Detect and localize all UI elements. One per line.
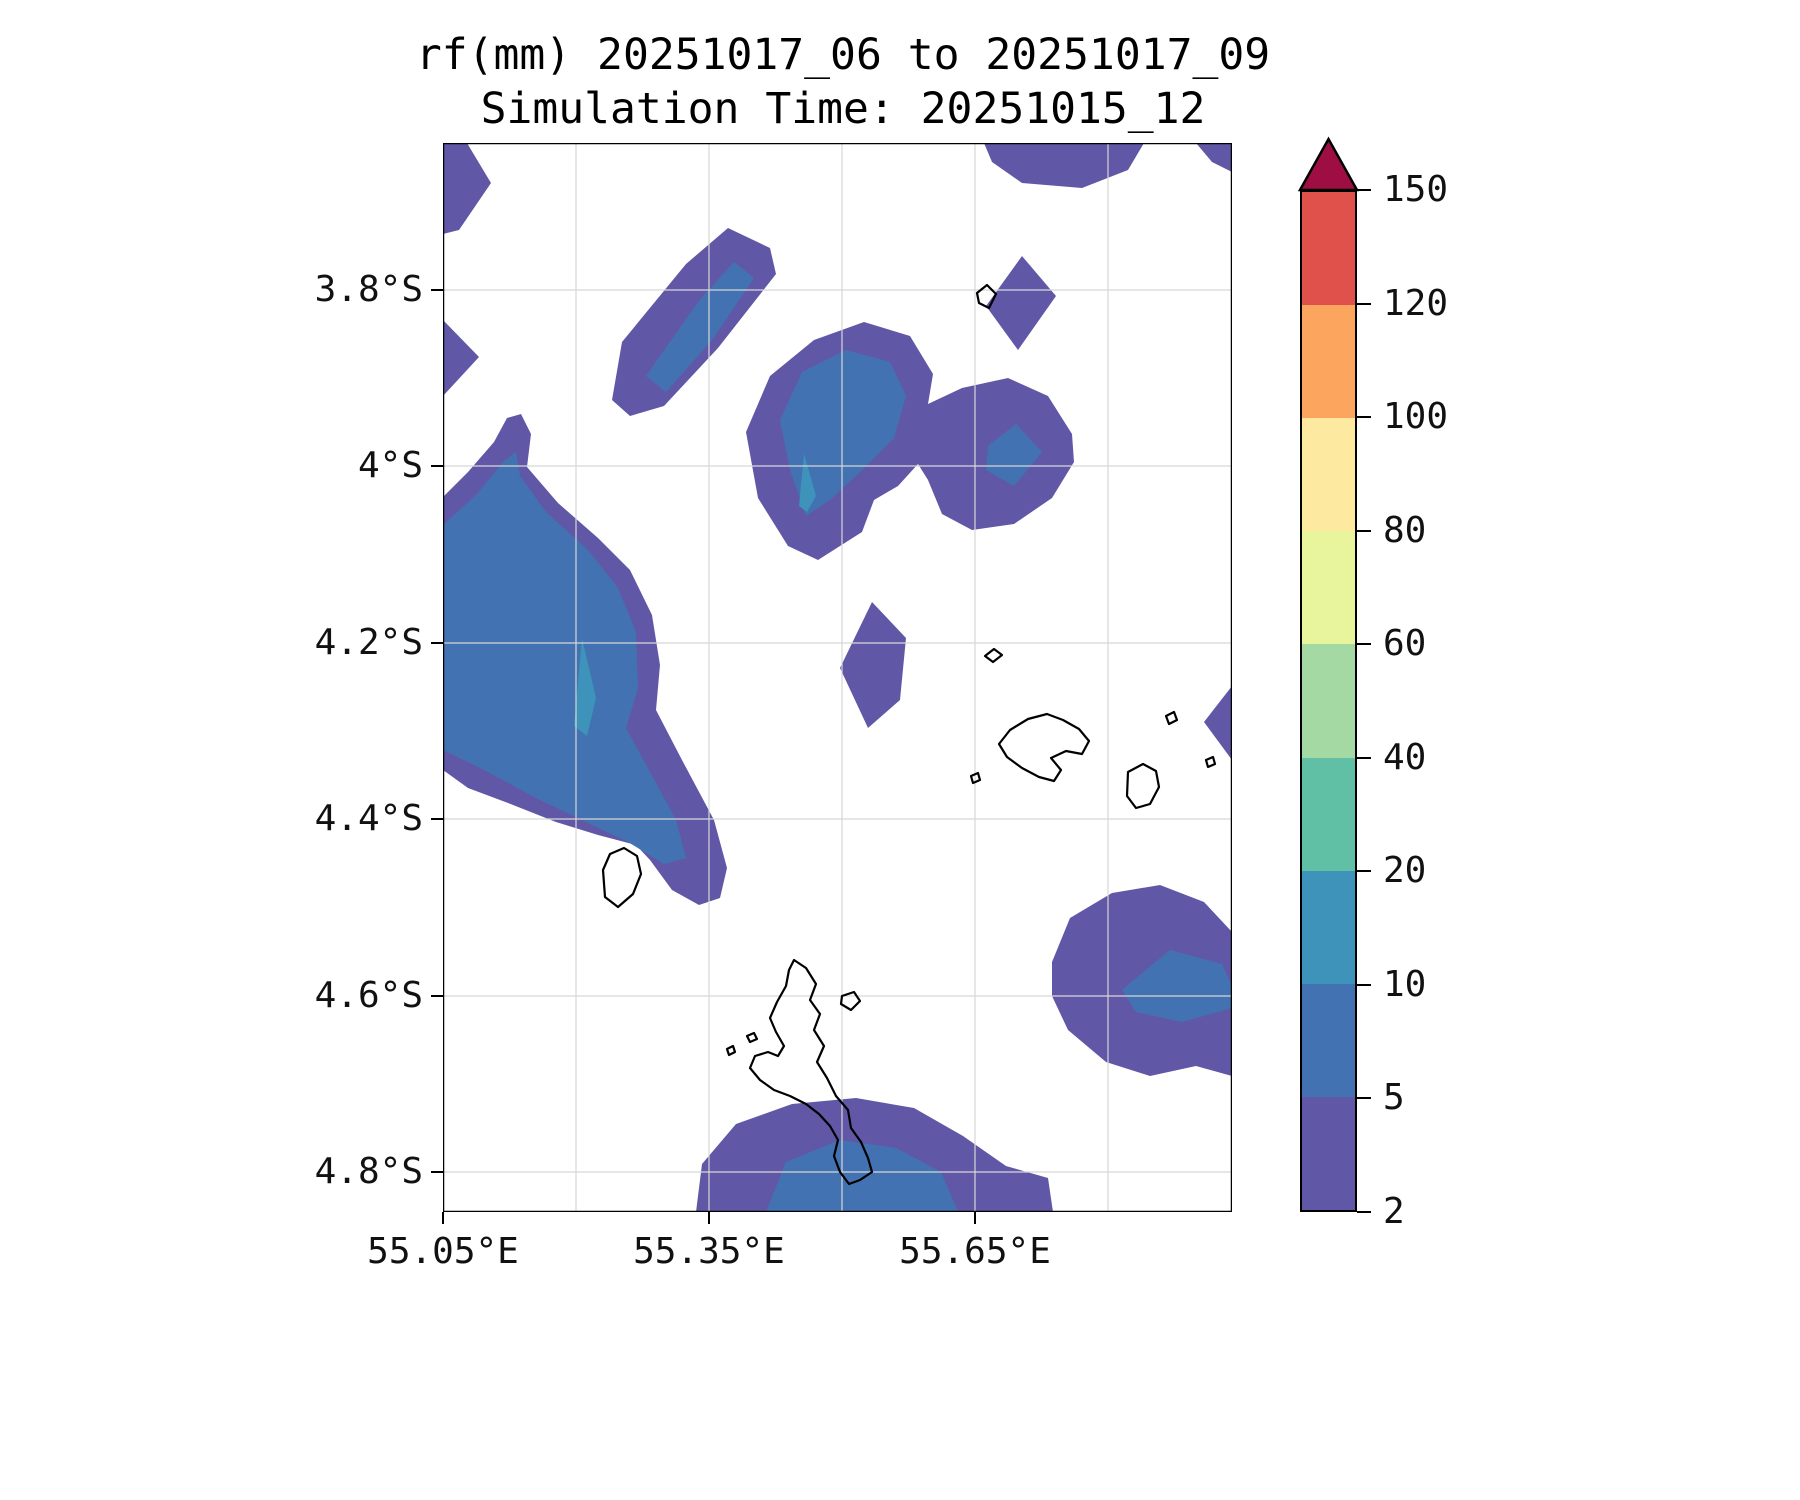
contour-region-south-band-inner — [766, 1140, 958, 1212]
colorbar-tick — [1357, 756, 1371, 759]
colorbar — [1300, 190, 1357, 1212]
gridlines — [443, 143, 1232, 1212]
coastline-islet-w-praslin — [969, 771, 982, 785]
colorbar-tick — [1357, 1211, 1371, 1213]
contour-region-north-diamond — [986, 256, 1056, 350]
contour-region-diagonal-band-inner — [646, 262, 754, 392]
contour-region-ne-corner — [1196, 143, 1232, 172]
colorbar-tick-label: 60 — [1383, 623, 1427, 665]
colorbar-band-5 — [1302, 644, 1355, 758]
map-plot-area — [443, 143, 1232, 1212]
colorbar-band-8 — [1302, 305, 1355, 419]
contour-region-center-diamond — [840, 602, 906, 728]
chart-title: rf(mm) 20251017_06 to 20251017_09 — [343, 30, 1343, 80]
y-axis-tick-label: 4°S — [357, 445, 423, 487]
colorbar-tick — [1357, 529, 1371, 532]
chart-subtitle: Simulation Time: 20251015_12 — [343, 84, 1343, 134]
coastline-cousin — [983, 647, 1004, 664]
colorbar-band-9 — [1302, 192, 1355, 306]
coastlines — [601, 283, 1217, 1186]
y-axis-tick-label: 4.4°S — [314, 798, 423, 840]
colorbar-band-7 — [1302, 418, 1355, 532]
coastline-aride — [975, 283, 998, 310]
y-axis-tick — [431, 288, 443, 291]
y-axis-tick-label: 4.6°S — [314, 975, 423, 1017]
coastline-islet-ne — [1164, 710, 1179, 726]
coastline-ste-anne — [839, 990, 862, 1012]
contour-region-central-cluster-inner-right — [986, 424, 1042, 486]
coastline-la-digue — [1125, 762, 1161, 810]
y-axis-tick — [431, 1171, 443, 1174]
y-axis-tick — [431, 818, 443, 821]
colorbar-tick — [1357, 302, 1371, 305]
colorbar-band-6 — [1302, 531, 1355, 645]
x-axis-tick-label: 55.65°E — [899, 1231, 1051, 1272]
x-axis-tick-label: 55.35°E — [633, 1231, 785, 1272]
colorbar-tick — [1357, 643, 1371, 646]
coastline-silhouette — [601, 846, 643, 909]
colorbar-tick — [1357, 189, 1371, 191]
contour-region-central-cluster-core — [799, 454, 816, 512]
colorbar-band-3 — [1302, 870, 1355, 984]
colorbar-tick-label: 120 — [1383, 282, 1449, 324]
colorbar-tick — [1357, 416, 1371, 419]
coastline-praslin — [997, 712, 1091, 783]
y-axis-tick-label: 4.2°S — [314, 621, 423, 663]
colorbar-band-1 — [1302, 1096, 1355, 1210]
contour-region-east-sliver — [1204, 686, 1232, 760]
contour-region-southeast-inner — [1122, 950, 1232, 1022]
x-axis-tick — [707, 1212, 710, 1224]
colorbar-tick-label: 80 — [1383, 509, 1427, 551]
contour-region-west-edge — [443, 320, 479, 396]
colorbar-tick-label: 5 — [1383, 1077, 1405, 1119]
contour-region-north-band — [984, 143, 1144, 188]
colorbar-tick-label: 20 — [1383, 850, 1427, 892]
coastline-islet-conception — [745, 1031, 759, 1044]
colorbar-tick-label: 40 — [1383, 736, 1427, 778]
coastline-islet-e — [1204, 755, 1217, 769]
chart-title-text: rf(mm) 20251017_06 to 20251017_09 — [415, 30, 1271, 80]
colorbar-tick — [1357, 983, 1371, 986]
x-axis-tick — [442, 1212, 444, 1224]
colorbar-tick-label: 150 — [1383, 169, 1449, 210]
colorbar-band-2 — [1302, 983, 1355, 1097]
coastline-islet-therese — [725, 1044, 737, 1057]
colorbar-tick-label: 2 — [1383, 1191, 1405, 1232]
x-axis-tick-label: 55.05°E — [367, 1231, 519, 1272]
y-axis-tick-label: 4.8°S — [314, 1151, 423, 1193]
y-axis-tick — [431, 465, 443, 468]
contour-region-nw — [443, 143, 491, 234]
coastline-mahe — [748, 958, 874, 1186]
contour-fills — [443, 143, 1232, 1212]
colorbar-tick — [1357, 870, 1371, 873]
chart-subtitle-text: Simulation Time: 20251015_12 — [480, 84, 1206, 134]
colorbar-tick — [1357, 1097, 1371, 1100]
y-axis-tick — [431, 995, 443, 998]
y-axis-tick — [431, 641, 443, 644]
contour-region-west-large-inner — [443, 452, 686, 864]
colorbar-band-4 — [1302, 757, 1355, 871]
contour-region-central-cluster-inner-left — [780, 350, 906, 516]
colorbar-tick-label: 10 — [1383, 963, 1427, 1005]
colorbar-tick-label: 100 — [1383, 396, 1449, 438]
y-axis-tick-label: 3.8°S — [314, 268, 423, 310]
contour-region-west-large-core — [574, 638, 596, 736]
x-axis-tick — [974, 1212, 977, 1224]
